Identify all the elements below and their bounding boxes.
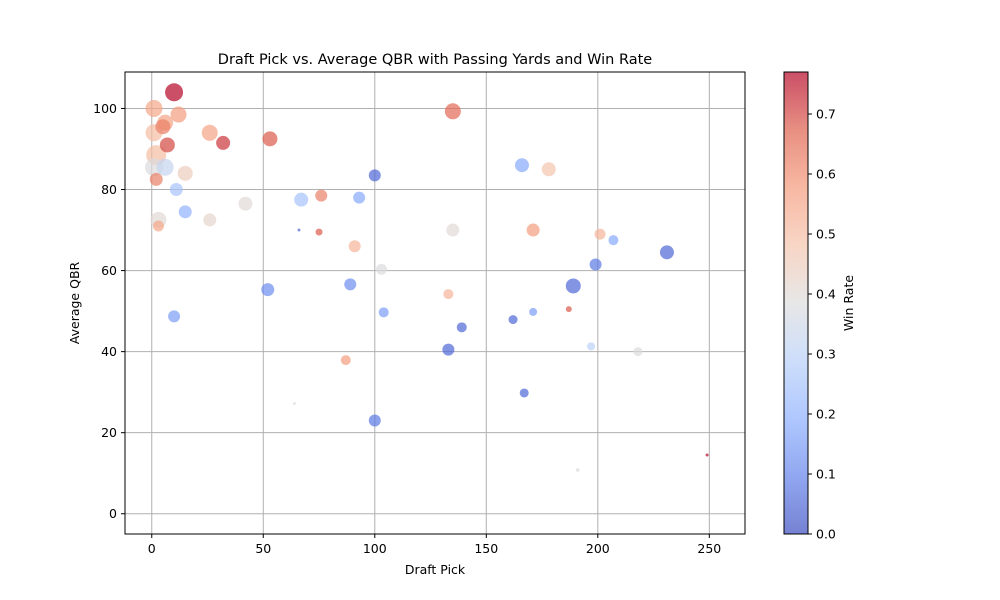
- x-tick-label: 150: [474, 541, 498, 556]
- scatter-point: [262, 131, 278, 147]
- scatter-point: [170, 106, 187, 123]
- colorbar-tick-label: 0.1: [816, 467, 836, 482]
- y-tick-label: 80: [101, 182, 117, 197]
- scatter-point: [203, 213, 217, 227]
- x-tick-label: 200: [586, 541, 610, 556]
- scatter-point: [238, 196, 253, 211]
- scatter-point: [145, 99, 163, 117]
- y-tick-label: 100: [93, 101, 117, 116]
- x-tick-label: 100: [363, 541, 387, 556]
- colorbar-tick-label: 0.5: [816, 227, 836, 242]
- x-tick-label: 50: [255, 541, 271, 556]
- scatter-point: [201, 124, 218, 141]
- scatter-point: [633, 347, 643, 357]
- scatter-point: [348, 240, 361, 253]
- grid: [125, 72, 745, 534]
- scatter-point: [294, 192, 309, 207]
- scatter-point: [659, 245, 674, 260]
- x-tick-label: 0: [148, 541, 156, 556]
- scatter-point: [526, 223, 540, 237]
- scatter-point: [444, 103, 461, 120]
- scatter-point: [177, 165, 193, 181]
- colorbar-tick-label: 0.3: [816, 347, 836, 362]
- scatter-point: [446, 223, 460, 237]
- scatter-point: [519, 388, 529, 398]
- colorbar-frame: [783, 71, 809, 535]
- colorbar-tick-label: 0.0: [816, 527, 836, 542]
- scatter-point: [315, 228, 323, 236]
- scatter-point: [565, 278, 581, 294]
- y-tick-label: 0: [109, 506, 117, 521]
- scatter-point: [375, 263, 387, 275]
- scatter-point: [587, 342, 596, 351]
- scatter-point: [315, 189, 328, 202]
- scatter-point: [297, 228, 301, 232]
- scatter-point: [529, 307, 538, 316]
- y-tick-label: 60: [101, 263, 117, 278]
- colorbar: [784, 72, 808, 534]
- scatter-point: [156, 158, 174, 176]
- colorbar-ticks: 0.0 0.1 0.2 0.3 0.4 0.5 0.6 0.7: [808, 107, 836, 542]
- scatter-point: [589, 258, 602, 271]
- scatter-point: [368, 414, 381, 427]
- scatter-point: [456, 322, 467, 333]
- data-points: [144, 83, 709, 472]
- plot-frame: [124, 71, 746, 535]
- scatter-point: [514, 158, 529, 173]
- scatter-point: [368, 169, 381, 182]
- y-tick-label: 40: [101, 344, 117, 359]
- chart-title: Draft Pick vs. Average QBR with Passing …: [218, 52, 653, 68]
- scatter-point: [292, 402, 296, 406]
- scatter-point: [575, 468, 580, 472]
- y-axis-ticks: 0 20 40 60 80 100: [93, 101, 125, 521]
- y-axis-label: Average QBR: [67, 261, 82, 344]
- scatter-point: [149, 172, 163, 186]
- y-tick-label: 20: [101, 425, 117, 440]
- scatter-point: [705, 453, 709, 457]
- scatter-point: [152, 220, 164, 232]
- scatter-point: [155, 119, 171, 135]
- scatter-point: [378, 307, 389, 318]
- colorbar-label: Win Rate: [841, 275, 856, 331]
- scatter-point: [261, 283, 275, 297]
- scatter-point: [541, 162, 556, 177]
- scatter-point: [442, 343, 455, 356]
- colorbar-tick-label: 0.2: [816, 407, 836, 422]
- scatter-point: [344, 278, 357, 291]
- scatter-point: [565, 306, 572, 313]
- scatter-point: [340, 355, 351, 366]
- scatter-point: [216, 135, 231, 150]
- scatter-point: [443, 289, 454, 300]
- scatter-point: [178, 205, 192, 219]
- scatter-point: [168, 310, 181, 323]
- colorbar-tick-label: 0.7: [816, 107, 836, 122]
- scatter-point: [508, 315, 518, 325]
- x-tick-label: 250: [697, 541, 721, 556]
- scatter-point: [165, 83, 184, 102]
- scatter-point: [159, 137, 175, 153]
- scatter-point: [169, 183, 183, 197]
- scatter-point: [594, 228, 606, 240]
- scatter-point: [353, 191, 366, 204]
- x-axis-ticks: 0 50 100 150 200 250: [148, 534, 721, 556]
- colorbar-tick-label: 0.4: [816, 287, 836, 302]
- scatter-point: [608, 235, 619, 246]
- x-axis-label: Draft Pick: [405, 562, 466, 577]
- colorbar-tick-label: 0.6: [816, 167, 836, 182]
